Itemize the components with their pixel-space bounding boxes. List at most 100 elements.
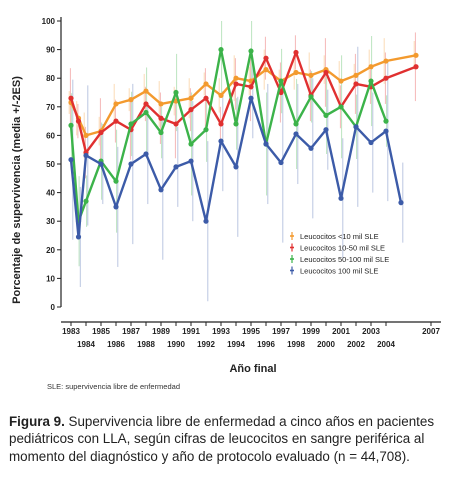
data-point [143, 109, 149, 116]
data-point [188, 95, 194, 101]
data-point [83, 132, 89, 138]
data-point [98, 161, 104, 167]
data-point [113, 204, 119, 210]
y-axis-title: Porcentaje de supervivencia (media +/-2E… [11, 76, 23, 304]
data-point [293, 121, 299, 127]
sle-footnote: SLE: supervivencia libre de enfermedad [47, 382, 180, 391]
x-tick-label: 2007 [422, 327, 440, 336]
y-tick-label: 60 [46, 131, 55, 140]
y-tick-label: 10 [46, 274, 55, 283]
data-point [368, 64, 374, 70]
legend-label: Leucocitos <10 mil SLE [300, 232, 379, 241]
x-tick-label: 1992 [197, 340, 215, 349]
data-point [188, 158, 194, 164]
data-point [188, 141, 194, 147]
data-point [158, 129, 164, 136]
x-tick-label: 2002 [347, 340, 365, 349]
data-point [368, 139, 374, 146]
data-point [293, 131, 299, 137]
x-tick-label: 1996 [257, 340, 275, 349]
data-point [158, 187, 164, 193]
y-tick-label: 80 [46, 74, 55, 83]
legend-label: Leucocitos 50-100 mil SLE [300, 255, 389, 264]
y-ticks: 0 10 20 30 40 50 60 70 80 90 100 [42, 17, 61, 312]
data-point [413, 52, 419, 58]
data-point [203, 127, 209, 133]
x-tick-label: 1984 [77, 340, 95, 349]
data-point [173, 164, 179, 170]
data-point [83, 152, 89, 159]
data-point [278, 78, 284, 84]
y-tick-label: 20 [46, 246, 55, 255]
data-point [203, 218, 209, 224]
y-tick-label: 30 [46, 217, 55, 226]
data-point [188, 107, 194, 113]
x-axis-title: Año final [229, 363, 276, 375]
data-point [68, 95, 74, 101]
data-point [128, 97, 134, 103]
data-point [248, 48, 254, 54]
data-point [338, 195, 344, 201]
figure-caption: Figura 9. Supervivencia libre de enferme… [9, 413, 443, 465]
data-point [218, 121, 224, 127]
x-tick-label: 2001 [332, 327, 350, 336]
data-point [113, 178, 119, 184]
data-point [278, 159, 284, 166]
data-point [218, 47, 224, 53]
data-point [263, 55, 269, 61]
data-point [143, 151, 149, 157]
data-point [383, 118, 389, 124]
data-point [203, 81, 209, 87]
y-tick-label: 0 [51, 303, 56, 312]
data-point [263, 141, 269, 147]
data-point [173, 89, 179, 96]
x-tick-label: 1998 [287, 340, 305, 349]
data-point [113, 118, 119, 124]
data-point [323, 112, 329, 118]
figure-caption-text: Supervivencia libre de enfermedad a cinc… [9, 414, 435, 464]
data-point [233, 164, 239, 170]
x-tick-label: 1983 [62, 327, 80, 336]
data-point [68, 122, 74, 128]
x-tick-label: 2004 [377, 340, 395, 349]
data-point [293, 49, 299, 56]
x-tick-label: 1990 [167, 340, 185, 349]
data-point [75, 234, 82, 240]
data-point [83, 198, 89, 204]
data-point [323, 69, 329, 76]
x-ticks: 1983 1985 1987 1989 1991 1993 1995 1997 1999 2001… [62, 322, 440, 349]
data-point [368, 78, 374, 84]
series-line-1 [69, 54, 417, 137]
series-line-4 [69, 97, 403, 239]
x-tick-label: 1986 [107, 340, 125, 349]
data-point [158, 101, 164, 107]
data-point [338, 104, 344, 110]
x-tick-label: 1988 [137, 340, 155, 349]
x-tick-label: 2000 [317, 340, 335, 349]
data-point [233, 81, 239, 87]
data-point [113, 101, 119, 107]
figure-label: Figura 9. [9, 414, 65, 429]
x-tick-label: 2003 [362, 327, 380, 336]
x-tick-label: 1994 [227, 340, 245, 349]
x-tick-label: 1989 [152, 327, 170, 336]
x-tick-label: 1995 [242, 327, 260, 336]
data-point [233, 121, 239, 127]
data-point [323, 127, 329, 133]
data-point [68, 157, 74, 163]
data-point [158, 115, 164, 121]
data-point [338, 78, 344, 84]
data-point [263, 67, 269, 73]
x-tick-label: 1985 [92, 327, 110, 336]
data-point [293, 69, 299, 76]
data-point [173, 121, 179, 127]
data-point [398, 200, 404, 206]
x-tick-label: 1999 [302, 327, 320, 336]
data-point [383, 75, 389, 81]
data-point [143, 101, 149, 107]
data-point [233, 75, 239, 81]
data-point [218, 92, 224, 98]
x-tick-label: 1991 [182, 327, 200, 336]
legend-label: Leucocitos 100 mil SLE [300, 267, 378, 276]
